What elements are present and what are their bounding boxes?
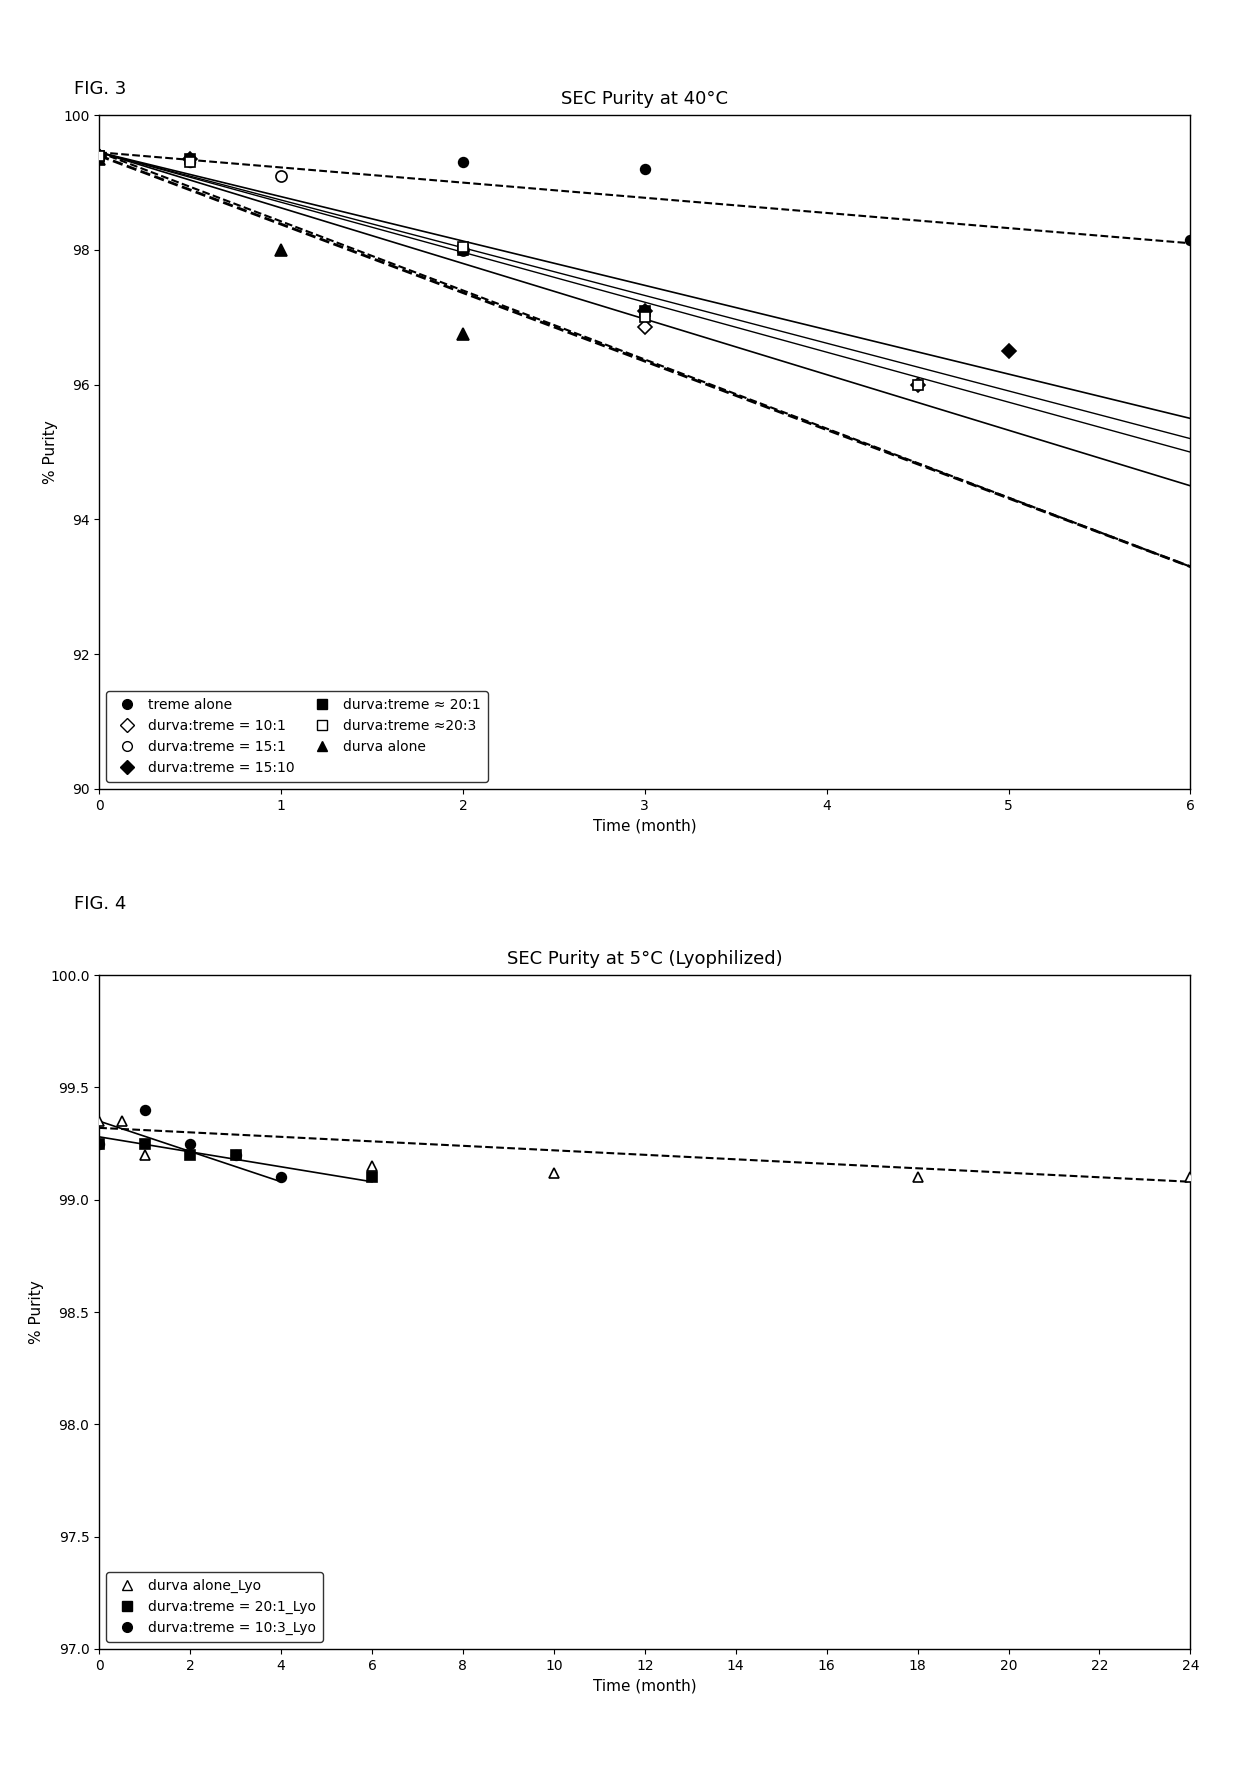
- X-axis label: Time (month): Time (month): [593, 1679, 697, 1693]
- Text: FIG. 4: FIG. 4: [74, 895, 126, 913]
- Text: FIG. 3: FIG. 3: [74, 80, 126, 98]
- Y-axis label: % Purity: % Purity: [30, 1280, 45, 1344]
- Legend: durva alone_Lyo, durva:treme = 20:1_Lyo, durva:treme = 10:3_Lyo: durva alone_Lyo, durva:treme = 20:1_Lyo,…: [107, 1571, 322, 1642]
- Title: SEC Purity at 40°C: SEC Purity at 40°C: [562, 90, 728, 108]
- X-axis label: Time (month): Time (month): [593, 819, 697, 833]
- Legend: treme alone, durva:treme = 10:1, durva:treme = 15:1, durva:treme = 15:10, durva:: treme alone, durva:treme = 10:1, durva:t…: [107, 691, 487, 782]
- Title: SEC Purity at 5°C (Lyophilized): SEC Purity at 5°C (Lyophilized): [507, 950, 782, 968]
- Y-axis label: % Purity: % Purity: [42, 420, 57, 484]
